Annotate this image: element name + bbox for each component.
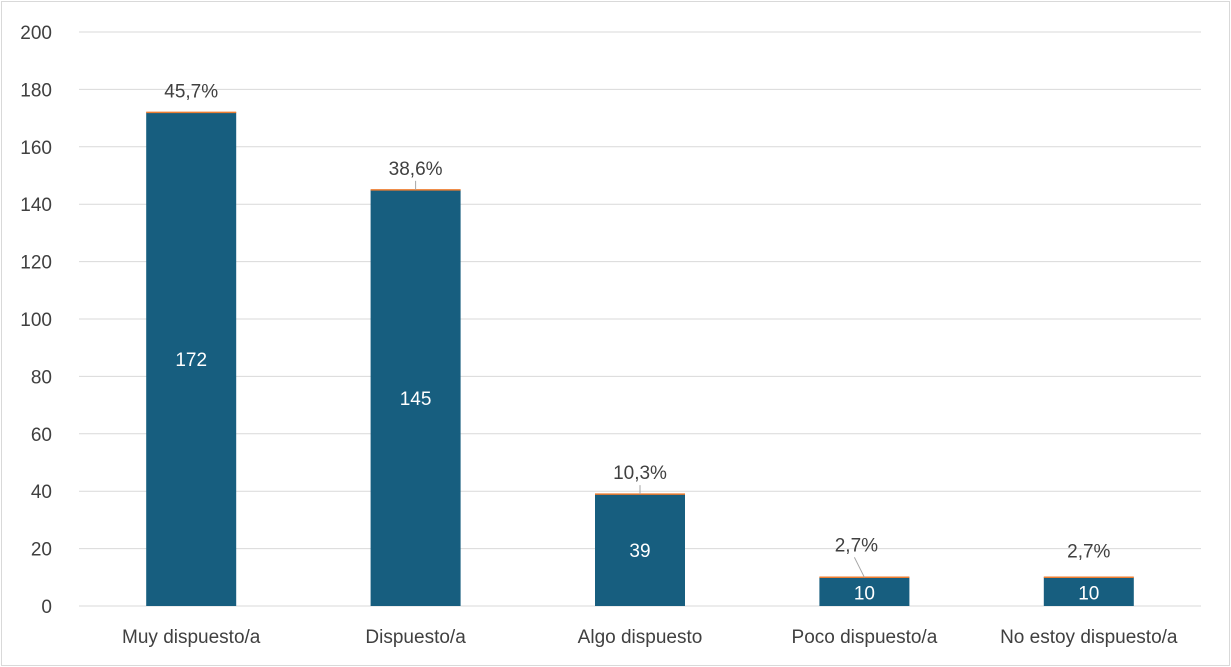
- y-tick-label: 100: [20, 310, 52, 331]
- bar: [146, 112, 237, 607]
- percent-label: 2,7%: [835, 535, 878, 556]
- bar-value-label: 10: [1078, 584, 1099, 605]
- percent-label: 45,7%: [164, 81, 218, 102]
- bar-value-label: 39: [629, 541, 650, 562]
- y-tick-label: 80: [31, 367, 52, 388]
- category-label: Algo dispuesto: [578, 627, 703, 648]
- bar: [595, 494, 685, 606]
- y-tick-label: 40: [31, 482, 52, 503]
- y-tick-label: 120: [20, 253, 52, 274]
- category-label: Poco dispuesto/a: [792, 627, 938, 648]
- y-tick-label: 60: [31, 425, 52, 446]
- percent-label: 10,3%: [613, 463, 667, 484]
- leader-line: [853, 557, 865, 578]
- bar-value-label: 10: [854, 584, 875, 605]
- percent-label: 38,6%: [389, 159, 443, 180]
- category-label: No estoy dispuesto/a: [1000, 627, 1178, 648]
- bar-value-label: 172: [175, 350, 207, 371]
- y-tick-label: 0: [41, 597, 52, 618]
- y-tick-label: 140: [20, 195, 52, 216]
- category-label: Dispuesto/a: [365, 627, 466, 648]
- bar: [819, 577, 910, 606]
- y-tick-label: 200: [20, 23, 52, 44]
- y-tick-label: 180: [20, 80, 52, 101]
- category-label: Muy dispuesto/a: [122, 627, 261, 648]
- bar: [1043, 577, 1134, 606]
- y-tick-label: 20: [31, 540, 52, 561]
- bar: [370, 189, 461, 606]
- y-tick-label: 160: [20, 138, 52, 159]
- percent-label: 2,7%: [1067, 541, 1110, 562]
- bar-value-label: 145: [400, 389, 432, 410]
